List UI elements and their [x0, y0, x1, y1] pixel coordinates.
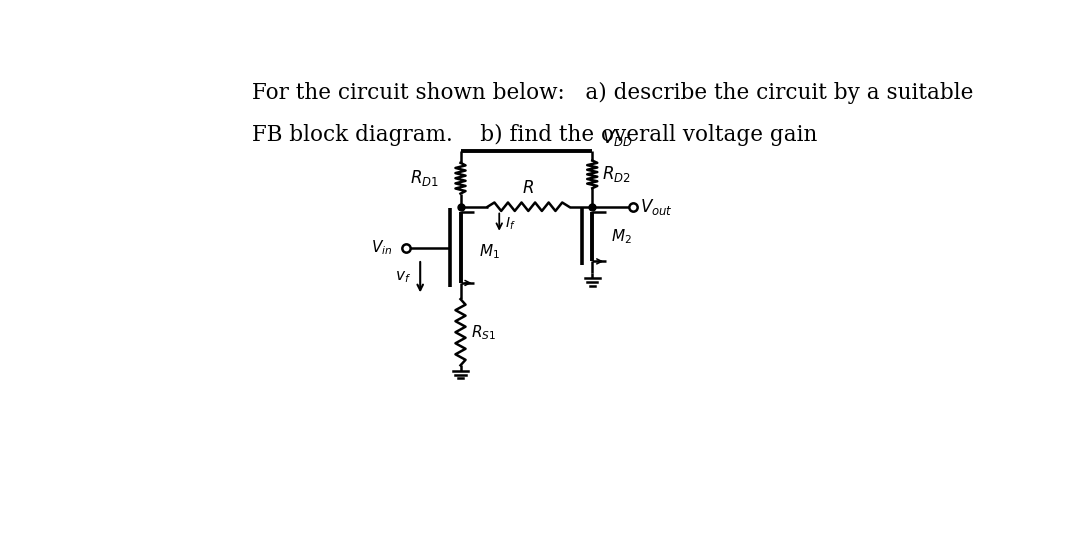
- Text: $M_1$: $M_1$: [480, 242, 500, 261]
- Text: For the circuit shown below:   a) describe the circuit by a suitable: For the circuit shown below: a) describe…: [253, 82, 973, 104]
- Text: $M_2$: $M_2$: [611, 228, 632, 246]
- Text: $R_{D2}$: $R_{D2}$: [602, 164, 631, 184]
- Text: FB block diagram.    b) find the overall voltage gain: FB block diagram. b) find the overall vo…: [253, 124, 818, 146]
- Text: $V_{out}$: $V_{out}$: [640, 197, 673, 217]
- Text: $v_f$: $v_f$: [395, 270, 410, 286]
- Text: $I_f$: $I_f$: [505, 216, 516, 232]
- Text: $V_{DD}$: $V_{DD}$: [602, 128, 632, 148]
- Text: $R_{D1}$: $R_{D1}$: [410, 168, 438, 188]
- Text: $V_{in}$: $V_{in}$: [370, 238, 392, 257]
- Text: $R_{S1}$: $R_{S1}$: [471, 323, 497, 341]
- Text: $R$: $R$: [523, 180, 535, 197]
